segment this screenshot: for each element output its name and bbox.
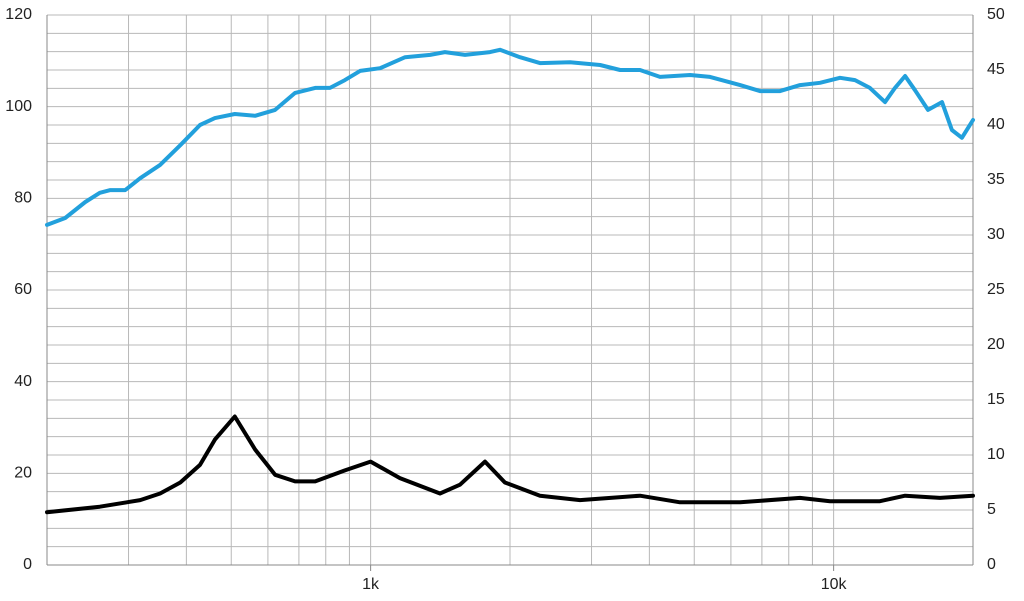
y-tick-label: 60	[14, 281, 32, 298]
y-tick-label: 80	[14, 190, 32, 207]
series-line	[45, 414, 975, 515]
y2-tick-label: 15	[987, 391, 1005, 408]
x-tick-label: 1k	[362, 576, 380, 593]
y2-tick-label: 10	[987, 446, 1005, 463]
y-tick-label: 100	[5, 98, 32, 115]
y2-tick-label: 35	[987, 171, 1005, 188]
y-tick-label: 0	[23, 556, 32, 573]
y2-tick-label: 50	[987, 6, 1005, 23]
x-tick-label: 10k	[821, 576, 848, 593]
y2-tick-label: 20	[987, 336, 1005, 353]
series-line	[45, 47, 975, 227]
y2-tick-label: 5	[987, 501, 996, 518]
y-tick-label: 120	[5, 6, 32, 23]
y-tick-label: 40	[14, 373, 32, 390]
y2-tick-label: 30	[987, 226, 1005, 243]
y2-tick-label: 0	[987, 556, 996, 573]
y2-tick-label: 45	[987, 61, 1005, 78]
y2-tick-label: 40	[987, 116, 1005, 133]
y2-tick-label: 25	[987, 281, 1005, 298]
y-tick-label: 20	[14, 465, 32, 482]
